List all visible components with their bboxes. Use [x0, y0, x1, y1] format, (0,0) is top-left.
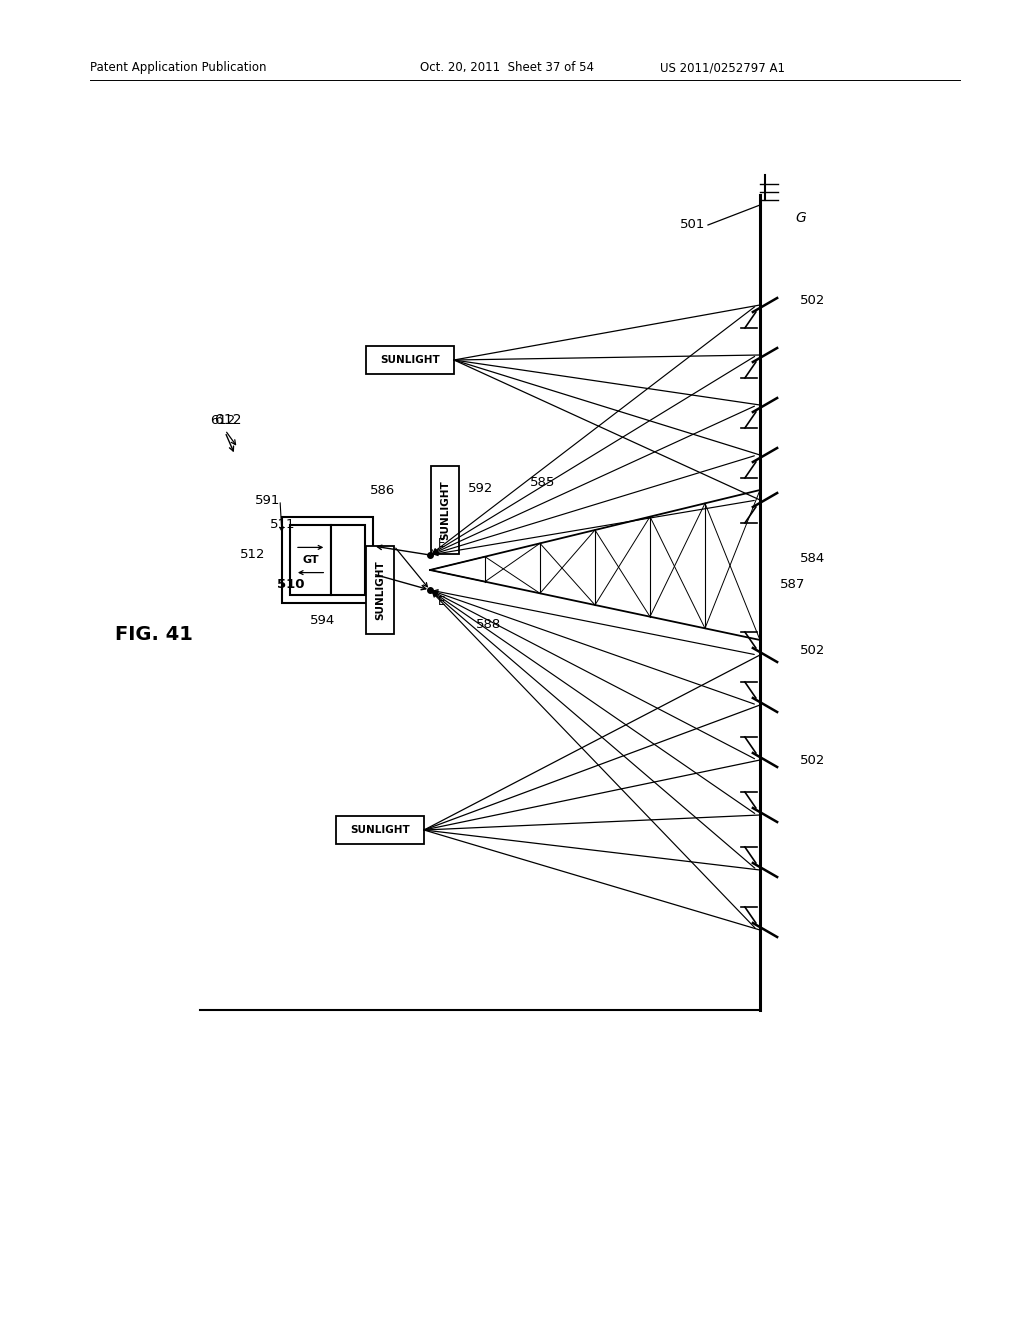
Text: 585: 585: [530, 477, 555, 490]
Bar: [290, 525, 331, 595]
Text: 584: 584: [800, 552, 825, 565]
Text: 501: 501: [680, 219, 706, 231]
Text: Oct. 20, 2011  Sheet 37 of 54: Oct. 20, 2011 Sheet 37 of 54: [420, 62, 594, 74]
Text: 512: 512: [240, 549, 265, 561]
Text: 502: 502: [800, 293, 825, 306]
Text: 612: 612: [210, 413, 236, 426]
Text: E: E: [438, 537, 445, 550]
Text: 612: 612: [215, 413, 242, 426]
Text: 594: 594: [310, 614, 335, 627]
Text: 511: 511: [269, 519, 295, 532]
Text: Patent Application Publication: Patent Application Publication: [90, 62, 266, 74]
Text: SUNLIGHT: SUNLIGHT: [380, 355, 440, 366]
Bar: [331, 525, 365, 595]
Text: US 2011/0252797 A1: US 2011/0252797 A1: [660, 62, 785, 74]
Text: 592: 592: [468, 482, 494, 495]
Bar: [431, 466, 459, 554]
Text: 510: 510: [278, 578, 305, 591]
Text: 591: 591: [255, 494, 280, 507]
Text: 502: 502: [800, 754, 825, 767]
Text: 586: 586: [370, 483, 395, 496]
Text: SUNLIGHT: SUNLIGHT: [440, 480, 450, 540]
Text: 502: 502: [800, 644, 825, 656]
Bar: [366, 546, 394, 634]
Bar: [366, 346, 454, 374]
Text: SUNLIGHT: SUNLIGHT: [375, 560, 385, 620]
Bar: [336, 816, 424, 843]
Text: GT: GT: [302, 554, 318, 565]
Text: G: G: [795, 211, 806, 224]
Text: 587: 587: [780, 578, 805, 591]
Text: E: E: [438, 595, 445, 609]
Bar: [282, 517, 373, 603]
Text: FIG. 41: FIG. 41: [115, 626, 193, 644]
Text: 588: 588: [476, 619, 502, 631]
Text: SUNLIGHT: SUNLIGHT: [350, 825, 410, 836]
